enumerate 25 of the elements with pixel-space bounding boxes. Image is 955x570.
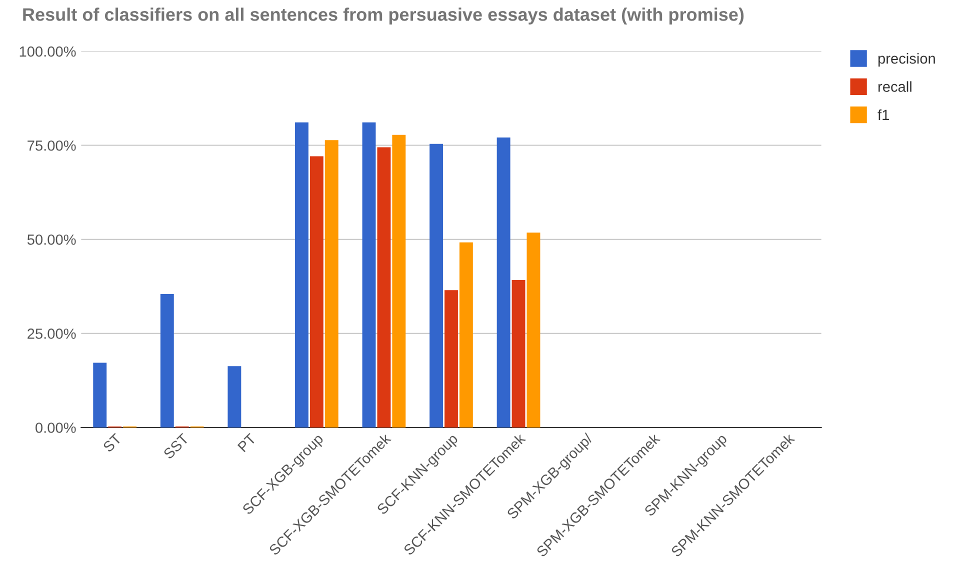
bar (160, 294, 174, 428)
y-tick-label: 25.00% (28, 328, 76, 339)
legend-label: precision (878, 53, 935, 67)
bar (294, 122, 308, 428)
y-tick-label: 75.00% (28, 140, 76, 151)
legend-label: recall (878, 81, 912, 92)
bar (362, 122, 376, 428)
bar (526, 232, 540, 428)
bar (430, 144, 444, 428)
bar (496, 137, 510, 428)
bar (228, 366, 242, 428)
bar (93, 362, 107, 428)
y-tick-label: 100.00% (20, 46, 76, 57)
bar (459, 242, 473, 428)
bar (310, 156, 324, 428)
y-tick-label: 50.00% (27, 234, 76, 245)
bar (512, 280, 526, 428)
bar (392, 134, 406, 428)
chart-title: Result of classifiers on all sentences from persuasive essays dataset (with promise) (23, 8, 744, 24)
legend-label: f1 (878, 109, 889, 120)
bar (444, 290, 458, 428)
bar (377, 147, 391, 428)
x-tick-label: ST (102, 432, 122, 453)
y-tick-label: 0.00% (36, 422, 76, 433)
bar (324, 140, 338, 428)
